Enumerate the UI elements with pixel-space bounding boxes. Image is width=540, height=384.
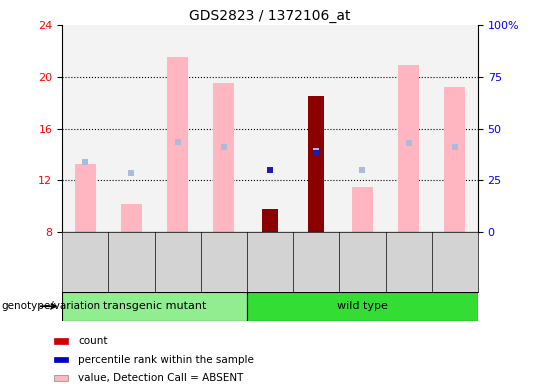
Bar (53, 375, 68, 381)
Bar (247, 25, 293, 232)
Bar (262, 209, 278, 232)
Text: genotype/variation: genotype/variation (1, 301, 100, 311)
Bar (53, 357, 68, 362)
Bar (308, 96, 325, 232)
Bar (213, 83, 234, 232)
Bar (444, 87, 465, 232)
FancyBboxPatch shape (247, 292, 478, 321)
Bar (201, 25, 247, 232)
Bar (62, 25, 109, 232)
Text: value, Detection Call = ABSENT: value, Detection Call = ABSENT (78, 373, 244, 383)
Bar (386, 25, 431, 232)
Bar (75, 164, 96, 232)
Bar (398, 65, 419, 232)
Bar (293, 25, 339, 232)
Text: percentile rank within the sample: percentile rank within the sample (78, 354, 254, 364)
Text: transgenic mutant: transgenic mutant (103, 301, 206, 311)
Bar (154, 25, 201, 232)
Bar (431, 25, 478, 232)
Bar (121, 204, 142, 232)
FancyBboxPatch shape (62, 292, 247, 321)
Bar (53, 338, 68, 344)
Text: wild type: wild type (337, 301, 388, 311)
Text: count: count (78, 336, 107, 346)
Bar (339, 25, 386, 232)
Title: GDS2823 / 1372106_at: GDS2823 / 1372106_at (189, 8, 351, 23)
Bar (352, 187, 373, 232)
Bar (109, 25, 154, 232)
Bar (167, 57, 188, 232)
